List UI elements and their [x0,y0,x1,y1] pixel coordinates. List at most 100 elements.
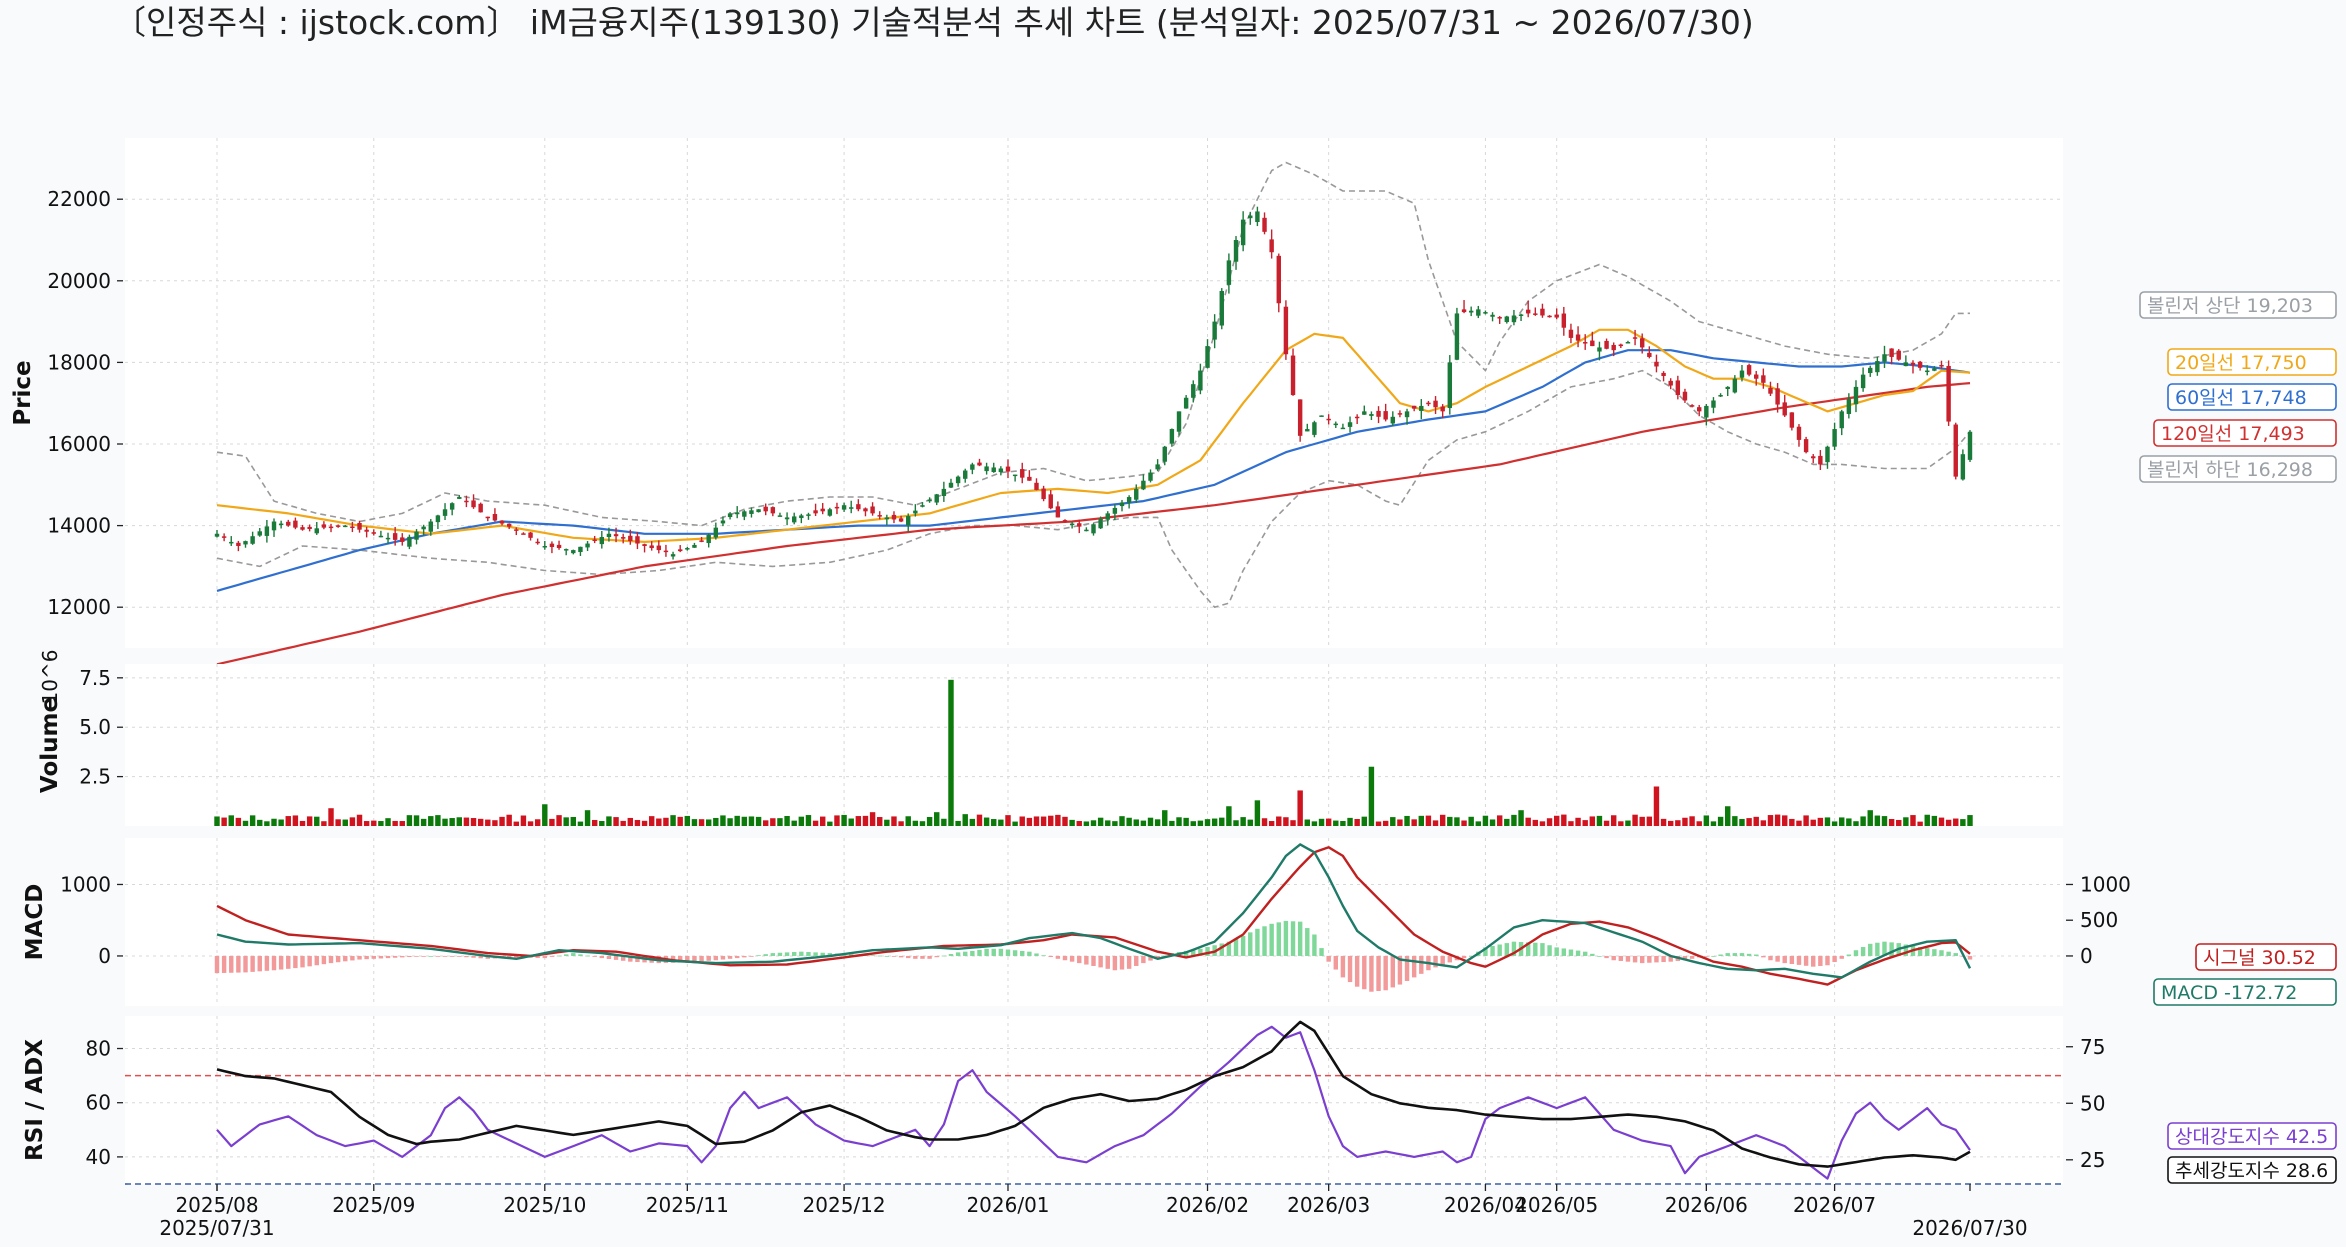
macd-histogram-bar [378,955,384,959]
candle-body [264,526,270,536]
macd-ytick-label: 1000 [60,872,111,896]
volume-bar [1311,821,1318,826]
volume-bar [1325,818,1332,826]
volume-bar [477,818,484,826]
adx-line [216,1020,1971,1168]
adx-right-tick-label: 75 [2080,1035,2105,1059]
macd-histogram-bar [1525,942,1531,956]
volume-bar [677,816,683,826]
x-tick-label: 2026/03 [1287,1193,1370,1217]
volume-bar [1147,817,1154,826]
volume-bar [1083,821,1090,826]
volume-bar [976,814,983,826]
candle-body [236,542,241,546]
macd-histogram-bar [1411,955,1417,978]
macd-histogram-bar [1034,953,1039,956]
macd-histogram-bar [1639,955,1645,964]
macd-histogram-bar [1248,932,1253,956]
macd-histogram-bar [328,955,334,964]
candle-body [1091,524,1096,534]
x-extra-label: 2025/07/31 [159,1216,274,1240]
candle-body [948,482,954,488]
candle-body [1162,446,1167,462]
macd-histogram-bar [236,955,241,973]
candle-body [1134,488,1139,500]
macd-badge-0-label: 시그널 30.52 [2203,947,2316,969]
volume-bar [392,820,398,826]
candle-body [756,509,761,513]
x-tick-label: 2025/11 [646,1193,729,1217]
macd-histogram-bar [1967,955,1973,960]
macd-histogram-bar [400,955,405,958]
volume-bar [442,818,448,826]
candle-body [1754,374,1759,379]
x-tick-label: 2026/04 [1444,1193,1527,1217]
macd-histogram-bar [1704,955,1709,957]
macd-histogram-bar [1312,934,1317,956]
price-badge-2-label: 60일선 17,748 [2175,387,2307,409]
volume-bar [784,815,790,826]
candle-body [1518,314,1524,316]
volume-bar [1511,814,1517,826]
macd-histogram-bar [742,955,747,958]
macd-line [216,843,1972,979]
volume-bar [1482,815,1489,826]
candle-body [535,541,540,544]
volume-bar [577,821,584,826]
x-tick-label: 2025/09 [332,1193,415,1217]
volume-bar [1789,818,1795,826]
price-badge-1: 20일선 17,750 [2167,348,2337,376]
rsi-badge-0: 상대강도지수 42.5 [2167,1122,2337,1150]
candle-body [571,550,576,554]
volume-bar [449,818,455,826]
macd-histogram-bar [1875,942,1880,956]
volume-bar [1839,817,1845,826]
macd-histogram-bar [1269,923,1274,956]
volume-bar [1268,821,1275,826]
candle-body [1611,344,1616,351]
candle-body [1447,362,1453,409]
candle-body [820,508,825,512]
volume-bar [271,818,277,826]
candle-body [1782,402,1787,416]
volume-bar [1596,815,1603,826]
candle-body [357,522,362,530]
candle-body [221,536,227,538]
price-badge-0-label: 볼린저 상단 19,203 [2147,295,2313,317]
macd-histogram-bar [1205,947,1210,956]
volume-bar [1881,816,1888,826]
macd-histogram-bar [1846,954,1852,956]
macd-histogram-bar [692,955,697,962]
candle-body [920,505,925,507]
macd-histogram-bar [485,955,490,959]
macd-histogram-bar [1105,955,1110,969]
macd-histogram-bar [1554,947,1559,956]
macd-histogram-bar [977,949,982,956]
macd-histogram-bar [1953,953,1958,956]
volume-bar [1953,818,1959,826]
candle-body [685,548,690,550]
volume-bar [513,821,520,826]
candle-body [1305,429,1310,432]
candle-body [257,531,262,536]
price-ytick-label: 18000 [47,350,111,374]
macd-histogram-bar [991,948,996,956]
volume-bar [1090,820,1097,826]
macd-histogram-bar [934,955,939,958]
macd-histogram-bar [1597,955,1602,957]
macd-histogram-bar [1461,955,1467,959]
candle-body [706,534,711,544]
macd-histogram-bar [1661,955,1666,963]
candle-body [898,518,904,522]
volume-bar [1197,820,1204,826]
volume-bar [406,815,413,826]
candle-body [642,544,647,546]
candle-body [364,529,369,532]
candles [214,206,1973,560]
candle-body [1889,348,1894,357]
macd-histogram-bar [578,954,583,956]
macd-histogram-bar [756,955,761,957]
volume-exponent-label: 10^6 [38,650,62,705]
macd-histogram-bar [1141,955,1146,964]
macd-histogram-bar [278,955,284,970]
